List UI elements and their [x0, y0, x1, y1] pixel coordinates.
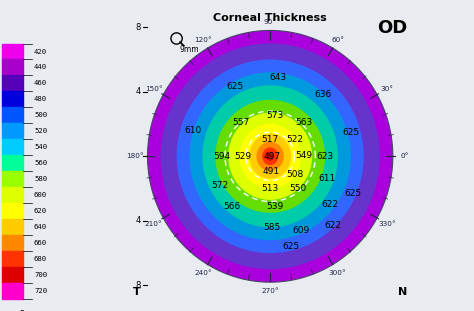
Bar — [2, 107, 23, 123]
Text: 563: 563 — [295, 118, 313, 127]
Bar — [2, 283, 23, 299]
Text: 500: 500 — [34, 112, 47, 118]
Text: 594: 594 — [213, 152, 230, 161]
Bar — [2, 267, 23, 283]
Text: 623: 623 — [317, 152, 334, 161]
Text: 625: 625 — [283, 242, 300, 251]
Text: 550: 550 — [289, 184, 306, 193]
Text: 566: 566 — [223, 202, 240, 211]
Text: 497: 497 — [264, 152, 281, 161]
Text: 572: 572 — [211, 181, 229, 190]
Text: 557: 557 — [233, 118, 250, 127]
Text: 480: 480 — [34, 96, 47, 102]
Bar — [2, 44, 23, 59]
Bar — [2, 76, 23, 91]
Text: 440: 440 — [34, 64, 47, 71]
Text: 636: 636 — [315, 91, 332, 100]
Ellipse shape — [256, 142, 284, 171]
Text: 491: 491 — [263, 167, 280, 176]
Ellipse shape — [239, 124, 301, 188]
Text: 600: 600 — [34, 192, 47, 198]
Ellipse shape — [160, 43, 380, 269]
Text: 625: 625 — [342, 128, 359, 137]
Text: 622: 622 — [325, 221, 342, 230]
Text: 609: 609 — [292, 226, 310, 235]
Text: 4: 4 — [136, 87, 141, 96]
Text: 580: 580 — [34, 176, 47, 182]
Text: 549: 549 — [295, 151, 313, 160]
Text: 240°: 240° — [194, 270, 211, 276]
Text: 270°: 270° — [261, 288, 279, 294]
Text: 460: 460 — [34, 80, 47, 86]
Ellipse shape — [262, 147, 278, 165]
Text: 520: 520 — [34, 128, 47, 134]
Text: 640: 640 — [34, 224, 47, 230]
Text: OD: OD — [377, 19, 407, 37]
Text: 300°: 300° — [329, 270, 346, 276]
Text: 610: 610 — [184, 126, 201, 135]
Text: 90°: 90° — [264, 19, 277, 25]
Text: 522: 522 — [287, 135, 304, 144]
Ellipse shape — [266, 152, 274, 161]
Text: 622: 622 — [321, 200, 338, 209]
Text: 120°: 120° — [194, 37, 211, 43]
Text: 210°: 210° — [145, 221, 162, 227]
Text: 539: 539 — [266, 202, 283, 211]
Bar — [2, 123, 23, 139]
Ellipse shape — [202, 85, 338, 227]
Text: 8: 8 — [136, 23, 141, 32]
Text: Corneal Thickness: Corneal Thickness — [213, 13, 327, 23]
Text: 0°: 0° — [401, 153, 409, 159]
Text: 620: 620 — [34, 208, 47, 214]
Text: N: N — [398, 287, 407, 297]
Ellipse shape — [228, 113, 312, 200]
Text: 700: 700 — [34, 272, 47, 278]
Bar — [2, 139, 23, 155]
Text: 660: 660 — [34, 240, 47, 246]
Ellipse shape — [249, 134, 291, 179]
Text: 529: 529 — [234, 152, 251, 161]
Text: 60°: 60° — [331, 37, 344, 43]
Text: 8: 8 — [136, 281, 141, 290]
Text: 625: 625 — [226, 82, 243, 91]
Bar — [2, 187, 23, 203]
Text: 513: 513 — [262, 184, 279, 193]
Text: 625: 625 — [344, 189, 361, 198]
Text: 420: 420 — [34, 49, 47, 54]
Text: 4: 4 — [136, 216, 141, 225]
Text: 180°: 180° — [127, 153, 144, 159]
Text: 330°: 330° — [378, 221, 396, 227]
Text: 540: 540 — [34, 144, 47, 150]
Text: 5 μm: 5 μm — [20, 310, 39, 311]
Bar — [2, 203, 23, 219]
Text: 30°: 30° — [380, 86, 393, 92]
Text: 517: 517 — [262, 135, 279, 144]
Text: 643: 643 — [270, 73, 287, 82]
Bar — [2, 235, 23, 251]
Text: T: T — [133, 287, 141, 297]
Bar — [2, 219, 23, 235]
Text: 560: 560 — [34, 160, 47, 166]
Bar — [2, 171, 23, 187]
Text: 9mm: 9mm — [180, 45, 199, 54]
Ellipse shape — [147, 30, 393, 282]
Text: 720: 720 — [34, 288, 47, 294]
Text: 573: 573 — [266, 111, 283, 120]
Bar — [2, 155, 23, 171]
Bar — [2, 59, 23, 76]
Text: 508: 508 — [287, 169, 304, 179]
Text: 585: 585 — [263, 223, 281, 232]
Ellipse shape — [177, 59, 364, 253]
Bar — [2, 251, 23, 267]
Text: 680: 680 — [34, 256, 47, 262]
Text: 611: 611 — [318, 174, 335, 183]
Bar — [2, 91, 23, 107]
Text: 150°: 150° — [145, 86, 162, 92]
Ellipse shape — [215, 100, 325, 213]
Ellipse shape — [190, 72, 351, 240]
